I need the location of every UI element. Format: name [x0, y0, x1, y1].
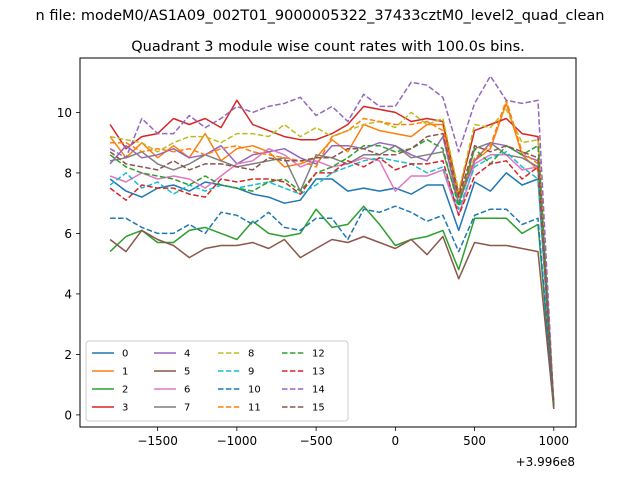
- legend-label-5: 5: [184, 367, 190, 378]
- series-line-15: [109, 132, 555, 406]
- legend-label-4: 4: [184, 349, 190, 360]
- legend-label-12: 12: [312, 349, 325, 360]
- series-line-10: [110, 205, 555, 406]
- legend-label-8: 8: [248, 349, 254, 360]
- legend-label-14: 14: [312, 385, 325, 396]
- series-lines: [109, 75, 555, 409]
- y-tick-label: 4: [64, 287, 72, 301]
- x-tick-label: −1500: [137, 434, 178, 448]
- x-tick-label: 1000: [539, 434, 570, 448]
- x-tick-label: −500: [300, 434, 333, 448]
- x-tick-label: 500: [463, 434, 486, 448]
- y-tick-label: 6: [64, 227, 72, 241]
- x-tick-label: −1000: [217, 434, 258, 448]
- series-line-12: [109, 138, 555, 406]
- series-line-5: [109, 229, 555, 409]
- legend-label-9: 9: [248, 367, 254, 378]
- series-line-2: [109, 205, 555, 409]
- legend-label-10: 10: [248, 385, 261, 396]
- legend-label-0: 0: [122, 349, 128, 360]
- y-tick-label: 8: [64, 166, 72, 180]
- x-offset-label: +3.996e8: [516, 455, 575, 469]
- legend-label-3: 3: [122, 403, 128, 414]
- y-tick-label: 10: [57, 106, 72, 120]
- legend-box: [85, 340, 349, 422]
- legend-label-1: 1: [122, 367, 128, 378]
- x-axis: −1500 −1000 −500 0 500 1000: [137, 427, 569, 448]
- series-line-13: [109, 157, 555, 406]
- series-line-9: [109, 151, 555, 406]
- legend-label-13: 13: [312, 367, 325, 378]
- figure-suptitle: n file: modeM0/AS1A09_002T01_9000005322_…: [36, 8, 605, 24]
- x-tick-label: 0: [392, 434, 400, 448]
- legend-label-7: 7: [184, 403, 190, 414]
- legend-label-15: 15: [312, 403, 325, 414]
- y-axis: 0 2 4 6 8 10: [57, 106, 80, 422]
- series-line-14: [109, 75, 555, 406]
- legend-label-11: 11: [248, 403, 261, 414]
- y-tick-label: 2: [64, 348, 72, 362]
- legend-label-6: 6: [184, 385, 190, 396]
- series-line-1: [109, 102, 555, 406]
- plot-frame: [79, 57, 577, 428]
- legend-label-2: 2: [122, 385, 128, 396]
- y-tick-label: 0: [64, 408, 72, 422]
- series-line-0: [109, 172, 555, 406]
- chart-title: Quadrant 3 module wise count rates with …: [131, 39, 525, 55]
